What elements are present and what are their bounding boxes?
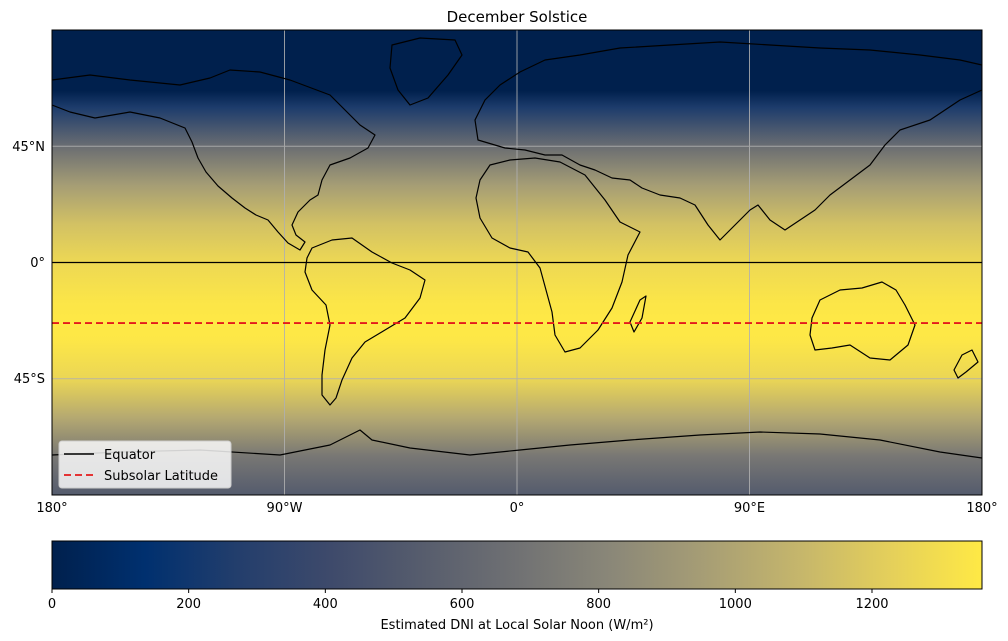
lat-tick-label: 45°N [12, 140, 45, 155]
colorbar-tick-label: 200 [176, 597, 201, 612]
colorbar-frame [51, 540, 983, 590]
legend-equator-label: Equator [104, 448, 156, 463]
north-america-coast [52, 69, 376, 251]
lat-tick-label: 0° [30, 256, 45, 271]
map-legend: Equator Subsolar Latitude [58, 440, 232, 489]
lon-tick-label: 180° [966, 501, 997, 516]
south-america-coast [304, 237, 426, 406]
new-zealand-coast [953, 349, 979, 379]
lon-tick-label: 0° [510, 501, 525, 516]
lon-tick-labels: 180° 90°W 0° 90°E 180° [36, 501, 997, 516]
colorbar-label: Estimated DNI at Local Solar Noon (W/m²) [380, 618, 653, 633]
lat-tick-label: 45°S [14, 372, 45, 387]
lat-tick-labels: 45°N 0° 45°S [12, 140, 45, 387]
map-frame [51, 29, 983, 496]
colorbar-tick-label: 1200 [855, 597, 888, 612]
australia-coast [809, 281, 916, 361]
lon-tick-label: 90°W [267, 501, 303, 516]
colorbar-tick-label: 600 [450, 597, 475, 612]
colorbar: 0 200 400 600 800 1000 1200 Estimated DNI at L… [48, 540, 983, 633]
map-title: December Solstice [447, 8, 588, 26]
coastline-icon [52, 37, 982, 459]
colorbar-ticks: 0 200 400 600 800 1000 1200 [48, 589, 889, 612]
colorbar-tick-label: 0 [48, 597, 56, 612]
greenland-coast [389, 37, 463, 106]
legend-subsolar-label: Subsolar Latitude [104, 469, 218, 484]
colorbar-tick-label: 800 [586, 597, 611, 612]
madagascar-coast [629, 295, 647, 333]
colorbar-tick-label: 1000 [719, 597, 752, 612]
legend-box [58, 440, 232, 489]
lon-tick-label: 180° [36, 501, 67, 516]
europe-asia-coast [474, 41, 982, 241]
colorbar-tick-label: 400 [313, 597, 338, 612]
antarctica-coast [52, 429, 982, 459]
map-area: Equator Subsolar Latitude [51, 29, 983, 496]
colorbar-gradient [52, 541, 982, 589]
lon-tick-label: 90°E [734, 501, 765, 516]
africa-coast [475, 157, 641, 353]
